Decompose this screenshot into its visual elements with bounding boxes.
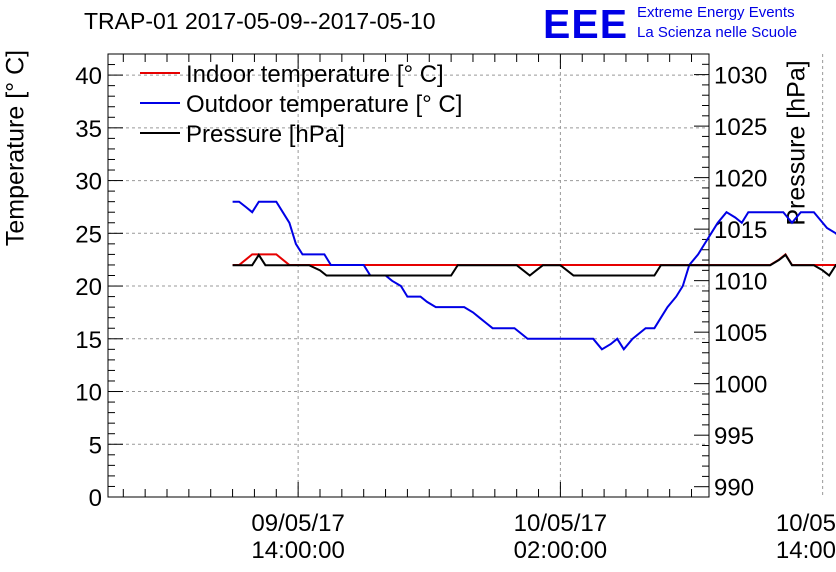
- chart-title: TRAP-01 2017-05-09--2017-05-10: [84, 8, 436, 34]
- left-tick-label-4: 20: [75, 274, 102, 301]
- eee-logo: EEE: [543, 1, 629, 47]
- left-tick-label-3: 15: [75, 327, 102, 354]
- left-tick-label-7: 35: [75, 116, 102, 143]
- x-tick-date-2: 10/05/17: [776, 510, 836, 537]
- logo-subtitle-line2: La Scienza nelle Scuole: [637, 24, 798, 41]
- x-tick-time-2: 14:00:00: [776, 537, 836, 564]
- series-line-0: [232, 252, 836, 266]
- left-tick-label-8: 40: [75, 63, 102, 90]
- x-tick-date-0: 09/05/17: [251, 510, 344, 537]
- right-tick-label-7: 1025: [714, 114, 767, 141]
- left-tick-label-1: 5: [89, 432, 102, 459]
- right-tick-label-4: 1010: [714, 269, 767, 296]
- right-tick-label-0: 990: [714, 475, 754, 502]
- right-tick-label-8: 1030: [714, 63, 767, 90]
- left-tick-label-2: 10: [75, 380, 102, 407]
- legend-label-1: Outdoor temperature [° C]: [186, 91, 462, 118]
- series-line-2: [232, 253, 836, 277]
- left-tick-label-5: 25: [75, 221, 102, 248]
- right-tick-label-2: 1000: [714, 372, 767, 399]
- x-tick-time-0: 14:00:00: [251, 537, 344, 564]
- legend-label-2: Pressure [hPa]: [186, 121, 345, 148]
- series-line-1: [232, 200, 836, 352]
- legend-label-0: Indoor temperature [° C]: [186, 61, 444, 88]
- left-tick-label-6: 30: [75, 169, 102, 196]
- x-tick-time-1: 02:00:00: [514, 537, 607, 564]
- logo-subtitle-line1: Extreme Energy Events: [637, 4, 795, 21]
- right-tick-label-3: 1005: [714, 320, 767, 347]
- right-tick-label-6: 1020: [714, 166, 767, 193]
- right-tick-label-1: 995: [714, 423, 754, 450]
- x-tick-date-1: 10/05/17: [514, 510, 607, 537]
- left-tick-label-0: 0: [89, 485, 102, 512]
